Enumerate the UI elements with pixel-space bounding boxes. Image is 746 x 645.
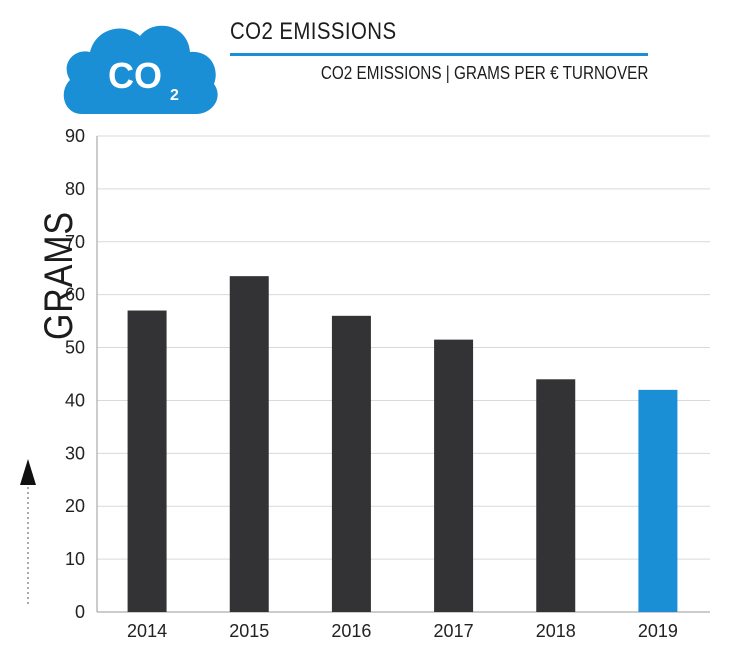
- x-tick-label: 2015: [229, 621, 269, 641]
- bar-2019: [638, 389, 678, 612]
- y-tick-label: 30: [65, 443, 85, 463]
- y-tick-label: 90: [65, 126, 85, 146]
- y-tick-label: 80: [65, 179, 85, 199]
- x-tick-label: 2016: [331, 621, 371, 641]
- y-tick-label: 0: [75, 602, 85, 622]
- bar-2014: [127, 310, 167, 612]
- x-tick-label: 2017: [434, 621, 474, 641]
- chart-title: CO2 EMISSIONS: [230, 18, 397, 45]
- y-tick-label: 50: [65, 338, 85, 358]
- y-tick-label: 70: [65, 232, 85, 252]
- logo-co-text: CO: [108, 55, 162, 96]
- x-tick-label: 2019: [638, 621, 678, 641]
- y-tick-label: 10: [65, 549, 85, 569]
- chart-subtitle: CO2 EMISSIONS | GRAMS PER € TURNOVER: [320, 63, 648, 83]
- bar-2015: [229, 276, 269, 612]
- x-tick-label: 2014: [127, 621, 167, 641]
- bar-2017: [434, 339, 474, 612]
- y-tick-label: 20: [65, 496, 85, 516]
- y-axis-arrow: [20, 459, 36, 605]
- co2-cloud-icon: CO 2: [63, 25, 218, 114]
- bar-2018: [536, 379, 576, 612]
- y-tick-label: 40: [65, 390, 85, 410]
- x-tick-label: 2018: [536, 621, 576, 641]
- title-underline: [230, 53, 648, 56]
- logo-subscript-text: 2: [170, 87, 179, 104]
- bar-2016: [331, 315, 371, 612]
- y-tick-label: 60: [65, 285, 85, 305]
